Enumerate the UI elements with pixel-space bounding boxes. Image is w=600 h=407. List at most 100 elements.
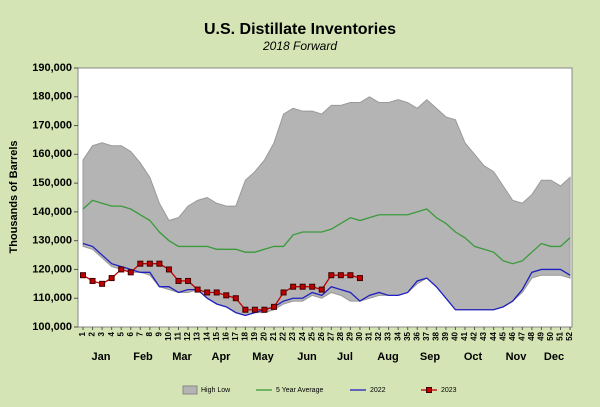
series-marker	[232, 295, 239, 302]
chart-subtitle: 2018 Forward	[262, 39, 337, 53]
x-tick-label: 7	[135, 331, 144, 336]
month-label: Aug	[377, 351, 398, 363]
legend-swatch	[182, 385, 198, 395]
series-marker	[318, 286, 325, 293]
x-tick-label: 11	[174, 331, 183, 340]
y-tick-label: 180,000	[32, 91, 72, 103]
series-marker	[175, 277, 182, 284]
x-tick-label: 13	[193, 331, 202, 340]
chart-title: U.S. Distillate Inventories	[204, 21, 396, 38]
x-tick-label: 10	[164, 331, 173, 340]
month-label: Dec	[544, 351, 564, 363]
x-tick-label: 30	[355, 331, 364, 340]
series-marker	[242, 306, 249, 313]
x-tick-label: 1	[78, 331, 87, 336]
series-marker	[309, 283, 316, 290]
x-tick-label: 28	[336, 331, 345, 340]
x-tick-label: 6	[126, 331, 135, 336]
y-tick-label: 110,000	[33, 292, 72, 304]
x-tick-label: 21	[269, 331, 278, 340]
x-tick-label: 22	[279, 331, 288, 340]
x-tick-label: 45	[498, 331, 507, 340]
x-tick-label: 34	[393, 331, 402, 340]
month-label: May	[252, 351, 274, 363]
series-marker	[118, 266, 125, 273]
series-marker	[347, 272, 354, 279]
x-tick-label: 31	[365, 331, 374, 340]
series-marker	[204, 289, 211, 296]
month-label: Apr	[212, 351, 232, 363]
x-tick-label: 19	[250, 331, 259, 340]
x-tick-label: 50	[546, 331, 555, 340]
series-marker	[261, 306, 268, 313]
x-tick-label: 3	[97, 331, 106, 336]
x-tick-label: 14	[202, 331, 211, 340]
x-tick-label: 12	[183, 331, 192, 340]
series-marker	[299, 283, 306, 290]
month-label: Mar	[172, 351, 192, 363]
x-tick-label: 38	[431, 331, 440, 340]
x-tick-label: 15	[212, 331, 221, 340]
series-marker	[137, 260, 144, 267]
series-marker	[328, 272, 335, 279]
x-tick-label: 20	[260, 331, 269, 340]
series-marker	[185, 277, 192, 284]
x-tick-label: 24	[298, 331, 307, 340]
x-tick-label: 44	[489, 331, 498, 340]
y-tick-label: 190,000	[32, 62, 72, 74]
series-marker	[194, 286, 201, 293]
month-label: Sep	[420, 351, 440, 363]
month-label: Nov	[506, 351, 528, 363]
y-tick-label: 140,000	[32, 206, 72, 218]
month-label: Jul	[337, 351, 353, 363]
x-tick-label: 16	[221, 331, 230, 340]
x-tick-label: 25	[307, 331, 316, 340]
x-tick-label: 43	[479, 331, 488, 340]
series-marker	[146, 260, 153, 267]
x-tick-label: 2	[88, 331, 97, 336]
x-tick-label: 23	[288, 331, 297, 340]
series-marker	[213, 289, 220, 296]
x-tick-label: 5	[116, 331, 125, 336]
x-tick-label: 29	[346, 331, 355, 340]
x-tick-label: 35	[403, 331, 412, 340]
x-tick-label: 26	[317, 331, 326, 340]
x-tick-label: 9	[155, 331, 164, 336]
x-tick-label: 42	[470, 331, 479, 340]
month-label: Jun	[297, 351, 317, 363]
y-tick-label: 130,000	[32, 235, 72, 247]
x-tick-label: 33	[384, 331, 393, 340]
y-tick-label: 150,000	[32, 177, 72, 189]
series-marker	[290, 283, 297, 290]
x-tick-label: 49	[537, 331, 546, 340]
x-tick-label: 40	[451, 331, 460, 340]
x-tick-label: 48	[527, 331, 536, 340]
y-tick-label: 120,000	[32, 263, 72, 275]
series-marker	[156, 260, 163, 267]
series-marker	[127, 269, 134, 276]
legend-marker	[426, 387, 432, 393]
legend-label: High Low	[201, 387, 231, 394]
series-marker	[108, 275, 115, 282]
series-line	[82, 199, 571, 265]
series-marker	[89, 277, 96, 284]
x-tick-label: 17	[231, 331, 240, 340]
x-tick-label: 46	[508, 331, 517, 340]
x-tick-label: 36	[412, 331, 421, 340]
y-axis-label: Thousands of Barrels	[8, 140, 20, 253]
x-tick-label: 37	[422, 331, 431, 340]
series-line	[82, 242, 571, 317]
x-tick-label: 52	[565, 331, 574, 340]
x-tick-label: 18	[240, 331, 249, 340]
month-label: Jan	[92, 351, 111, 363]
x-tick-label: 47	[517, 331, 526, 340]
series-marker	[99, 280, 106, 287]
y-tick-label: 170,000	[32, 119, 72, 131]
series-marker	[251, 306, 258, 313]
x-tick-label: 41	[460, 331, 469, 340]
month-label: Feb	[133, 351, 153, 363]
series-marker	[280, 289, 287, 296]
x-tick-label: 27	[326, 331, 335, 340]
series-marker	[356, 275, 363, 282]
